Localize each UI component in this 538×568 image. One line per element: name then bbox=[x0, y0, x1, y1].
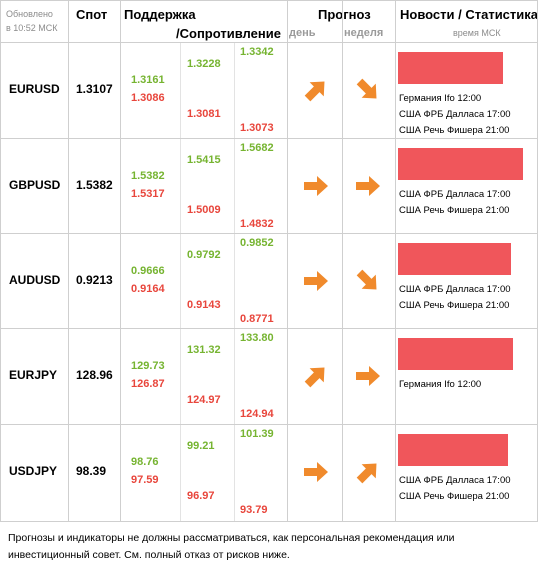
resistance-level-3: 0.9852 bbox=[240, 237, 274, 249]
news-item: США ФРБ Далласа 17:00 bbox=[399, 475, 511, 486]
news-importance-bar bbox=[398, 338, 513, 370]
resistance-level-1: 1.3161 bbox=[131, 74, 165, 86]
day-header: день bbox=[289, 27, 316, 39]
arrow-up-right-icon bbox=[354, 458, 380, 484]
support-level-2: 124.97 bbox=[187, 394, 221, 406]
resistance-level-3: 1.3342 bbox=[240, 46, 274, 58]
resistance-level-3: 133.80 bbox=[240, 332, 274, 344]
resistance-header: /Сопротивление bbox=[176, 26, 281, 41]
news-importance-bar bbox=[398, 52, 503, 84]
news-importance-bar bbox=[398, 434, 508, 466]
updated-label: Обновлено bbox=[6, 9, 53, 19]
arrow-right-icon bbox=[302, 172, 328, 198]
support-level-1: 0.9164 bbox=[131, 283, 165, 295]
spot-price: 1.3107 bbox=[76, 81, 113, 96]
support-level-2: 1.5009 bbox=[187, 204, 221, 216]
arrow-down-right-icon bbox=[354, 76, 380, 102]
support-level-2: 0.9143 bbox=[187, 299, 221, 311]
support-header: Поддержка bbox=[124, 7, 196, 22]
resistance-level-3: 101.39 bbox=[240, 428, 274, 440]
resistance-level-2: 0.9792 bbox=[187, 249, 221, 261]
support-level-3: 1.4832 bbox=[240, 218, 274, 230]
resistance-level-1: 98.76 bbox=[131, 456, 159, 468]
forecast-header: Прогноз bbox=[318, 7, 371, 22]
news-header: Новости / Статистика bbox=[400, 7, 538, 22]
resistance-level-1: 0.9666 bbox=[131, 265, 165, 277]
arrow-right-icon bbox=[302, 267, 328, 293]
support-level-2: 1.3081 bbox=[187, 108, 221, 120]
arrow-down-right-icon bbox=[354, 267, 380, 293]
forecast-table: Обновлено в 10:52 МСК Спот Поддержка /Со… bbox=[0, 0, 538, 522]
news-item: США Речь Фишера 21:00 bbox=[399, 205, 510, 216]
news-item: Германия Ifo 12:00 bbox=[399, 379, 482, 390]
news-item: США ФРБ Далласа 17:00 bbox=[399, 189, 511, 200]
news-item: США Речь Фишера 21:00 bbox=[399, 491, 510, 502]
support-level-3: 93.79 bbox=[240, 504, 268, 516]
support-level-2: 96.97 bbox=[187, 490, 215, 502]
time-note: время МСК bbox=[453, 28, 501, 38]
arrow-right-icon bbox=[354, 362, 380, 388]
spot-price: 1.5382 bbox=[76, 177, 113, 192]
arrow-up-right-icon bbox=[302, 76, 328, 102]
news-importance-bar bbox=[398, 243, 511, 275]
currency-pair: EURUSD bbox=[9, 81, 60, 96]
arrow-up-right-icon bbox=[302, 362, 328, 388]
support-level-3: 124.94 bbox=[240, 408, 274, 420]
spot-price: 128.96 bbox=[76, 367, 113, 382]
support-level-3: 1.3073 bbox=[240, 122, 274, 134]
currency-pair: EURJPY bbox=[9, 367, 58, 382]
updated-time: в 10:52 МСК bbox=[6, 23, 58, 33]
news-item: США Речь Фишера 21:00 bbox=[399, 300, 510, 311]
spot-header: Спот bbox=[76, 7, 108, 22]
resistance-level-2: 1.3228 bbox=[187, 58, 221, 70]
arrow-right-icon bbox=[354, 172, 380, 198]
resistance-level-2: 99.21 bbox=[187, 440, 215, 452]
week-header: неделя bbox=[344, 27, 384, 39]
currency-pair: USDJPY bbox=[9, 463, 58, 478]
support-level-1: 126.87 bbox=[131, 378, 165, 390]
resistance-level-1: 1.5382 bbox=[131, 170, 165, 182]
resistance-level-2: 1.5415 bbox=[187, 154, 221, 166]
resistance-level-3: 1.5682 bbox=[240, 142, 274, 154]
support-level-1: 1.3086 bbox=[131, 92, 165, 104]
currency-pair: AUDUSD bbox=[9, 272, 61, 287]
support-level-3: 0.8771 bbox=[240, 313, 274, 325]
news-importance-bar bbox=[398, 148, 523, 180]
news-item: США ФРБ Далласа 17:00 bbox=[399, 284, 511, 295]
resistance-level-2: 131.32 bbox=[187, 344, 221, 356]
news-item: США ФРБ Далласа 17:00 bbox=[399, 109, 511, 120]
news-item: Германия Ifo 12:00 bbox=[399, 93, 482, 104]
support-level-1: 97.59 bbox=[131, 474, 159, 486]
spot-price: 98.39 bbox=[76, 463, 107, 478]
arrow-right-icon bbox=[302, 458, 328, 484]
disclaimer: Прогнозы и индикаторы не должны рассматр… bbox=[8, 532, 455, 561]
support-level-1: 1.5317 bbox=[131, 188, 165, 200]
currency-pair: GBPUSD bbox=[9, 177, 61, 192]
news-item: США Речь Фишера 21:00 bbox=[399, 125, 510, 136]
resistance-level-1: 129.73 bbox=[131, 360, 165, 372]
spot-price: 0.9213 bbox=[76, 272, 113, 287]
